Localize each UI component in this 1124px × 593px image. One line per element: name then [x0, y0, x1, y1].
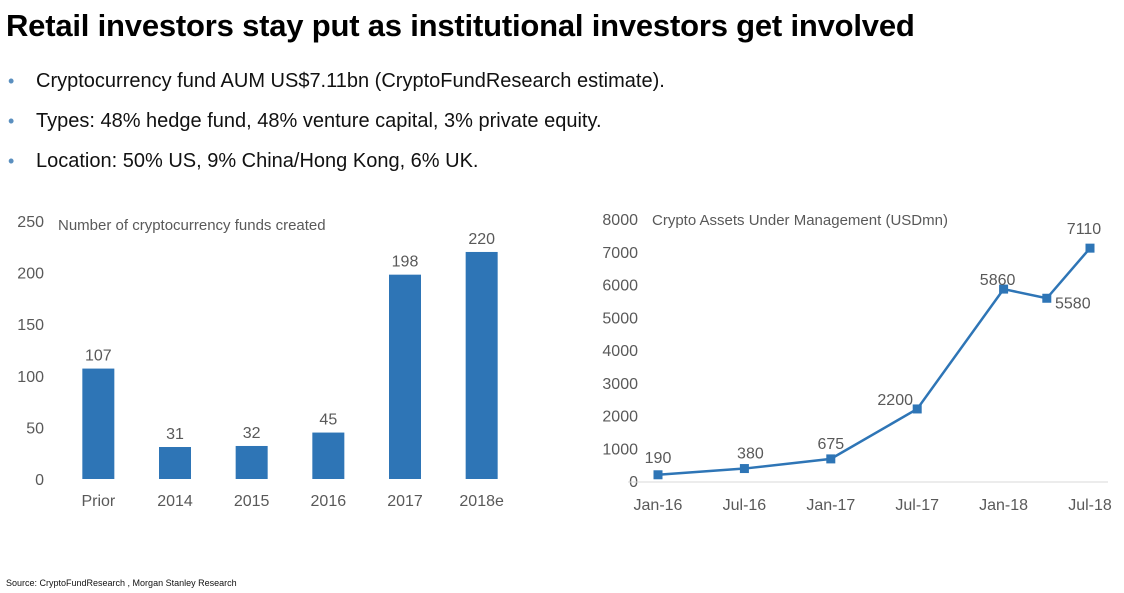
- y-tick-label: 4000: [602, 343, 638, 360]
- data-label: 45: [319, 412, 337, 429]
- y-tick-label: 5000: [602, 310, 638, 327]
- x-tick-label: 2015: [234, 493, 270, 510]
- data-label: 198: [392, 254, 419, 271]
- y-tick-label: 1000: [602, 441, 638, 458]
- data-point: [826, 454, 836, 464]
- x-tick-label: Jan-17: [806, 497, 855, 514]
- data-label: 107: [85, 348, 112, 365]
- data-label: 7110: [1067, 221, 1102, 238]
- chart-title: Number of cryptocurrency funds created: [58, 217, 326, 234]
- data-point: [653, 470, 663, 480]
- y-tick-label: 150: [17, 317, 44, 334]
- y-tick-label: 200: [17, 266, 44, 283]
- data-label: 380: [737, 446, 764, 463]
- x-tick-label: Jan-18: [979, 497, 1028, 514]
- bullet-item-types: Types: 48% hedge fund, 48% venture capit…: [6, 108, 665, 148]
- y-tick-label: 250: [17, 214, 44, 231]
- x-tick-label: 2016: [311, 493, 347, 510]
- x-tick-label: Jul-18: [1068, 497, 1112, 514]
- data-point: [912, 404, 922, 414]
- x-tick-label: Jul-16: [723, 497, 767, 514]
- series-line: [657, 247, 1091, 477]
- bullet-item-aum: Cryptocurrency fund AUM US$7.11bn (Crypt…: [6, 68, 665, 108]
- y-tick-label: 6000: [602, 278, 638, 295]
- bar: [465, 251, 498, 479]
- bullet-list: Cryptocurrency fund AUM US$7.11bn (Crypt…: [6, 68, 665, 188]
- bar: [159, 447, 191, 479]
- x-tick-label: Jul-17: [895, 497, 939, 514]
- chart-title: Crypto Assets Under Management (USDmn): [652, 212, 948, 229]
- data-point: [999, 284, 1009, 294]
- crypto-aum-line-chart: Crypto Assets Under Management (USDmn)01…: [602, 212, 1112, 514]
- bullet-item-location: Location: 50% US, 9% China/Hong Kong, 6%…: [6, 148, 665, 188]
- source-note: Source: CryptoFundResearch , Morgan Stan…: [6, 578, 237, 588]
- x-tick-label: 2018e: [459, 493, 504, 510]
- y-tick-label: 3000: [602, 376, 638, 393]
- data-label: 190: [645, 450, 672, 467]
- y-tick-label: 7000: [602, 245, 638, 262]
- bar: [312, 432, 345, 479]
- bar: [389, 274, 421, 479]
- data-label: 675: [817, 436, 844, 453]
- data-point: [739, 464, 749, 474]
- x-tick-label: 2017: [387, 493, 423, 510]
- page-title: Retail investors stay put as institution…: [6, 8, 915, 43]
- data-point: [1042, 293, 1052, 303]
- data-label: 32: [243, 425, 261, 442]
- bar: [235, 445, 268, 479]
- data-label: 2200: [877, 392, 913, 409]
- funds-created-bar-chart: Number of cryptocurrency funds created 0 5…: [17, 214, 504, 510]
- x-tick-label: Jan-16: [634, 497, 683, 514]
- y-tick-label: 2000: [602, 409, 638, 426]
- y-tick-label: 50: [26, 420, 44, 437]
- y-tick-label: 0: [35, 472, 44, 489]
- bar: [82, 368, 115, 479]
- x-tick-label: Prior: [81, 493, 115, 510]
- data-label: 220: [468, 231, 495, 248]
- data-label: 5860: [980, 272, 1016, 289]
- data-label: 5580: [1055, 295, 1091, 312]
- y-tick-label: 100: [17, 369, 44, 386]
- x-tick-label: 2014: [157, 493, 193, 510]
- data-point: [1085, 243, 1095, 253]
- data-label: 31: [166, 426, 184, 443]
- y-tick-label: 8000: [602, 212, 638, 229]
